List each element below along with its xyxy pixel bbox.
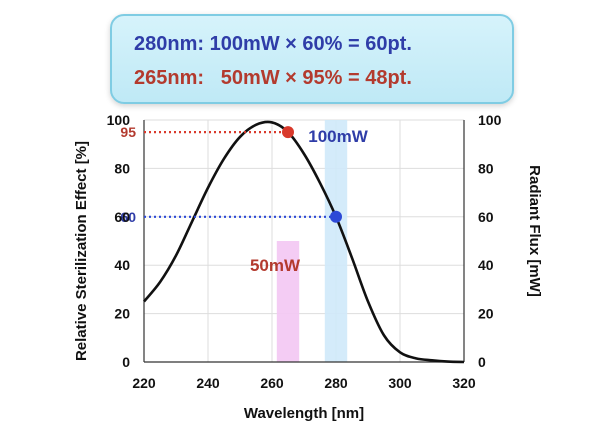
marker-point-2	[330, 210, 342, 223]
y2-axis-title: Radiant Flux [mW]	[526, 165, 543, 297]
sterilization-curve	[142, 120, 465, 364]
y-axis-title: Relative Sterilization Effect [%]	[73, 141, 90, 361]
y-tick-label: 40	[114, 257, 130, 273]
y2-tick-label: 20	[478, 306, 494, 322]
marker-label-2: 60	[120, 209, 136, 225]
y2-tick-label: 80	[478, 160, 494, 176]
x-tick-label: 260	[260, 375, 284, 391]
y-tick-label: 20	[114, 306, 130, 322]
y-tick-label: 60	[114, 209, 130, 225]
calculation-callout: 280nm: 100mW × 60% = 60pt. 265nm: 50mW ×…	[110, 14, 514, 104]
y-tick-label: 0	[122, 354, 130, 370]
marker-label-1: 95	[120, 124, 136, 140]
x-tick-label: 280	[324, 375, 348, 391]
marker-point-1	[282, 126, 294, 139]
bar-label-2: 100mW	[308, 127, 368, 146]
bar-label-1: 50mW	[250, 256, 301, 275]
x-tick-label: 240	[196, 375, 220, 391]
x-tick-label: 320	[452, 375, 476, 391]
callout-line-265nm: 265nm: 50mW × 95% = 48pt.	[134, 67, 412, 89]
x-tick-label: 220	[132, 375, 156, 391]
y2-tick-label: 0	[478, 354, 486, 370]
flux-bar-1	[276, 241, 300, 362]
y2-tick-label: 100	[478, 112, 502, 128]
y2-tick-label: 60	[478, 209, 494, 225]
y-tick-label: 100	[107, 112, 131, 128]
flux-bar-2	[324, 120, 348, 362]
y2-tick-label: 40	[478, 257, 494, 273]
x-axis-title: Wavelength [nm]	[244, 405, 364, 422]
x-tick-label: 300	[388, 375, 412, 391]
y-tick-label: 80	[114, 160, 130, 176]
plot-area	[144, 120, 464, 362]
callout-line-280nm: 280nm: 100mW × 60% = 60pt.	[134, 33, 412, 55]
